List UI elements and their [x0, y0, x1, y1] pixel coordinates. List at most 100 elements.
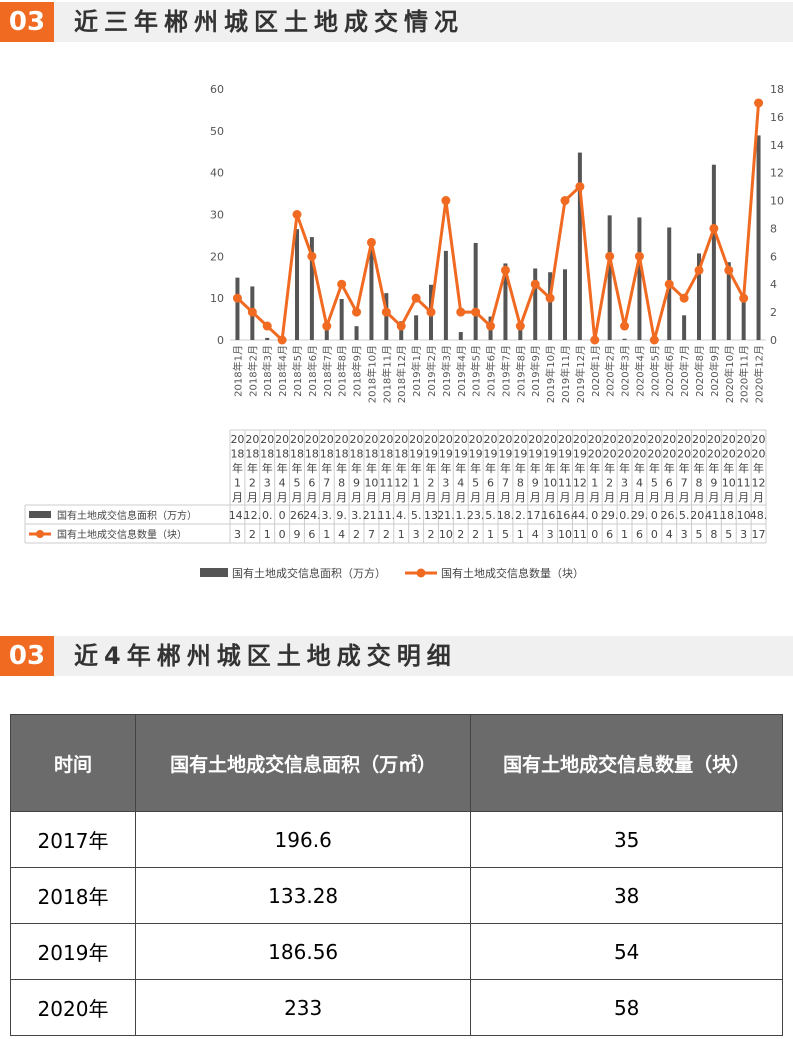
line-point: [322, 321, 332, 331]
table-count-value: 4: [666, 528, 673, 541]
table-count-value: 8: [710, 528, 717, 541]
table-header-text: 月: [396, 491, 407, 504]
line-point: [634, 251, 644, 261]
table-header-text: 月: [708, 491, 719, 504]
table-header-text: 月: [262, 491, 273, 504]
table-header-text: 20: [692, 448, 706, 461]
table-header-text: 8: [338, 477, 345, 490]
bar: [518, 329, 523, 340]
table-header-text: 月: [351, 491, 362, 504]
table-area-value: 5.: [411, 509, 422, 522]
section-title: 近三年郴州城区土地成交情况: [74, 8, 464, 36]
table-header-text: 月: [426, 491, 437, 504]
table-header-text: 18: [290, 448, 304, 461]
table-header-text: 20: [469, 433, 483, 446]
table-area-value: 5.: [679, 509, 690, 522]
x-tick-label: 2018年10月: [365, 345, 378, 403]
table-header-text: 6: [487, 477, 494, 490]
bar: [399, 321, 404, 340]
table-header-text: 年: [634, 461, 645, 475]
bar: [607, 215, 612, 340]
bar: [726, 262, 731, 340]
line-point: [247, 307, 257, 317]
bar: [741, 296, 746, 340]
table-count-value: 3: [547, 528, 554, 541]
line-point: [352, 307, 362, 317]
table-count-value: 0: [279, 528, 286, 541]
x-tick-label: 2020年2月: [604, 345, 617, 397]
cell-year: 2019年: [10, 923, 136, 980]
table-header-text: 20: [573, 433, 587, 446]
table-header-text: 年: [396, 461, 407, 475]
table-area-value: 0: [279, 509, 286, 522]
cell-count: 54: [470, 923, 783, 980]
table-count-value: 3: [740, 528, 747, 541]
line-point: [590, 335, 600, 345]
y-right-tick-label: 0: [770, 334, 777, 347]
table-count-value: 5: [502, 528, 509, 541]
x-tick-label: 2019年7月: [499, 345, 512, 397]
x-tick-label: 2019年3月: [440, 345, 453, 397]
line-point: [754, 98, 764, 108]
bar: [711, 164, 716, 340]
table-header-text: 年: [262, 461, 273, 475]
table-header-text: 7: [502, 477, 509, 490]
cell-area: 186.56: [134, 923, 472, 980]
table-header-text: 7: [681, 477, 688, 490]
line-point: [262, 321, 272, 331]
table-count-value: 6: [308, 528, 315, 541]
table-header-text: 年: [545, 461, 556, 475]
table-header-text: 年: [351, 461, 362, 475]
table-header-text: 18: [394, 448, 408, 461]
table-header-text: 1: [413, 477, 420, 490]
table-header-text: 20: [752, 433, 766, 446]
table-count-value: 2: [353, 528, 360, 541]
line-point: [232, 293, 242, 303]
table-header-text: 年: [619, 461, 630, 475]
x-tick-label: 2020年4月: [633, 345, 646, 397]
table-count-value: 1: [264, 528, 271, 541]
bar: [339, 299, 344, 340]
table-header-text: 20: [707, 433, 721, 446]
cell-count: 35: [470, 811, 783, 868]
table-header-text: 18: [305, 448, 319, 461]
table-header-text: 月: [292, 491, 303, 504]
line-point: [471, 307, 481, 317]
cell-year: 2020年: [10, 979, 136, 1036]
table-header-text: 20: [364, 433, 378, 446]
table-header-text: 20: [737, 448, 751, 461]
table-count-value: 11: [573, 528, 587, 541]
table-area-value: 41.: [705, 509, 723, 522]
table-header-text: 年: [470, 461, 481, 475]
table-header-text: 4: [279, 477, 286, 490]
line-point: [456, 307, 466, 317]
x-tick-label: 2018年6月: [306, 345, 319, 397]
table-area-value: 24.: [303, 509, 321, 522]
table-header-row: 时间 国有土地成交信息面积（万㎡） 国有土地成交信息数量（块）: [10, 714, 783, 812]
x-tick-label: 2020年10月: [723, 345, 736, 403]
table-header-text: 2: [249, 477, 256, 490]
table-header-text: 20: [394, 433, 408, 446]
table-area-value: 18.: [497, 509, 515, 522]
table-header-text: 月: [306, 491, 317, 504]
line-point: [307, 251, 317, 261]
bar: [354, 326, 359, 340]
table-count-value: 1: [517, 528, 524, 541]
cell-area: 133.28: [134, 867, 472, 924]
table-header-text: 18: [320, 448, 334, 461]
table-header-text: 20: [603, 433, 617, 446]
y-right-tick-label: 16: [770, 111, 784, 124]
y-left-tick-label: 60: [210, 83, 224, 96]
table-header-text: 20: [722, 448, 736, 461]
line-point: [500, 265, 510, 275]
header-area: 国有土地成交信息面积（万㎡）: [134, 714, 472, 812]
x-tick-label: 2020年8月: [693, 345, 706, 397]
table-header-text: 年: [411, 461, 422, 475]
table-header-text: 18: [379, 448, 393, 461]
table-header-text: 20: [245, 433, 259, 446]
table-header-text: 11: [379, 477, 393, 490]
line-point: [441, 196, 451, 206]
table-header-text: 月: [247, 491, 258, 504]
table-header-text: 年: [247, 461, 258, 475]
y-left-tick-label: 10: [210, 292, 224, 305]
